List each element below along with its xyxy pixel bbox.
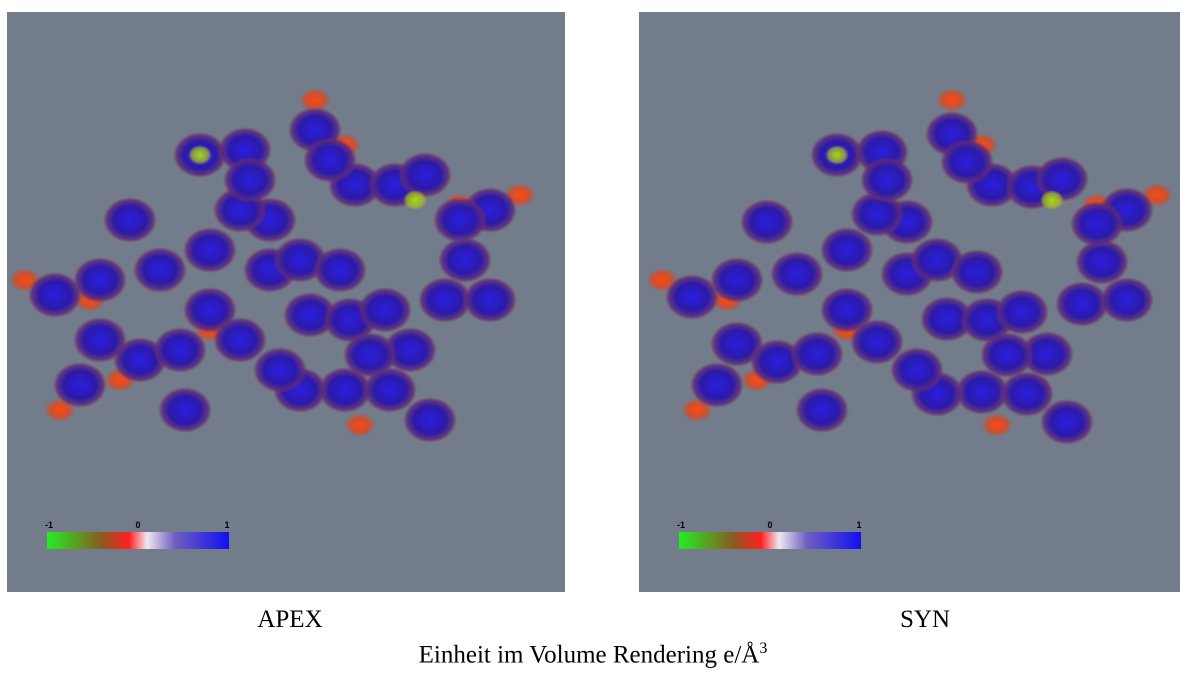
atom-blob bbox=[770, 251, 824, 297]
atom-blob bbox=[665, 274, 719, 320]
atom-blob bbox=[890, 347, 944, 393]
atom-blob bbox=[950, 249, 1004, 295]
atom-blob bbox=[398, 152, 452, 198]
colorbar bbox=[47, 532, 229, 549]
caption-superscript: 3 bbox=[759, 640, 767, 657]
panel-label: APEX bbox=[257, 606, 322, 634]
density-blob bbox=[403, 190, 427, 210]
colorbar-tick-label: 1 bbox=[856, 520, 861, 530]
atom-blob bbox=[183, 227, 237, 273]
atom-blob bbox=[158, 387, 212, 433]
atom-blob bbox=[438, 237, 492, 283]
colorbar-tick-label: 1 bbox=[224, 520, 229, 530]
atom-blob bbox=[463, 277, 517, 323]
atom-blob bbox=[433, 197, 487, 243]
colorbar-tick-label: 0 bbox=[767, 520, 772, 530]
density-blob bbox=[344, 413, 376, 437]
density-blob bbox=[825, 145, 849, 165]
atom-blob bbox=[223, 157, 277, 203]
density-blob bbox=[981, 413, 1013, 437]
atom-blob bbox=[1000, 371, 1054, 417]
panel-label: SYN bbox=[900, 606, 950, 634]
atom-blob bbox=[358, 287, 412, 333]
atom-blob bbox=[820, 227, 874, 273]
atom-blob bbox=[860, 157, 914, 203]
atom-blob bbox=[303, 137, 357, 183]
atom-blob bbox=[153, 327, 207, 373]
atom-blob bbox=[253, 347, 307, 393]
atom-blob bbox=[790, 331, 844, 377]
colorbar-tick-label: -1 bbox=[45, 520, 53, 530]
atom-blob bbox=[1070, 201, 1124, 247]
colorbar bbox=[679, 532, 861, 549]
atom-blob bbox=[1100, 277, 1154, 323]
atom-blob bbox=[740, 199, 794, 245]
density-blob bbox=[188, 145, 212, 165]
colorbar-tick-label: -1 bbox=[677, 520, 685, 530]
volume-rendering: -1 0 1 bbox=[7, 12, 565, 592]
atom-blob bbox=[795, 387, 849, 433]
caption-text: Einheit im Volume Rendering e/Å bbox=[419, 641, 760, 668]
density-blob bbox=[1040, 190, 1064, 210]
atom-blob bbox=[940, 139, 994, 185]
figure: -1 0 1 -1 0 1 APEX SYN Einheit im Volume Ren… bbox=[0, 0, 1187, 673]
atom-blob bbox=[995, 289, 1049, 335]
atom-blob bbox=[28, 272, 82, 318]
atom-blob bbox=[103, 197, 157, 243]
volume-rendering: -1 0 1 bbox=[639, 12, 1180, 592]
colorbar-tick-label: 0 bbox=[135, 520, 140, 530]
atom-blob bbox=[313, 247, 367, 293]
density-blob bbox=[936, 88, 968, 112]
atom-blob bbox=[690, 362, 744, 408]
atom-blob bbox=[363, 367, 417, 413]
atom-blob bbox=[53, 362, 107, 408]
caption: Einheit im Volume Rendering e/Å3 bbox=[419, 640, 768, 669]
atom-blob bbox=[133, 247, 187, 293]
